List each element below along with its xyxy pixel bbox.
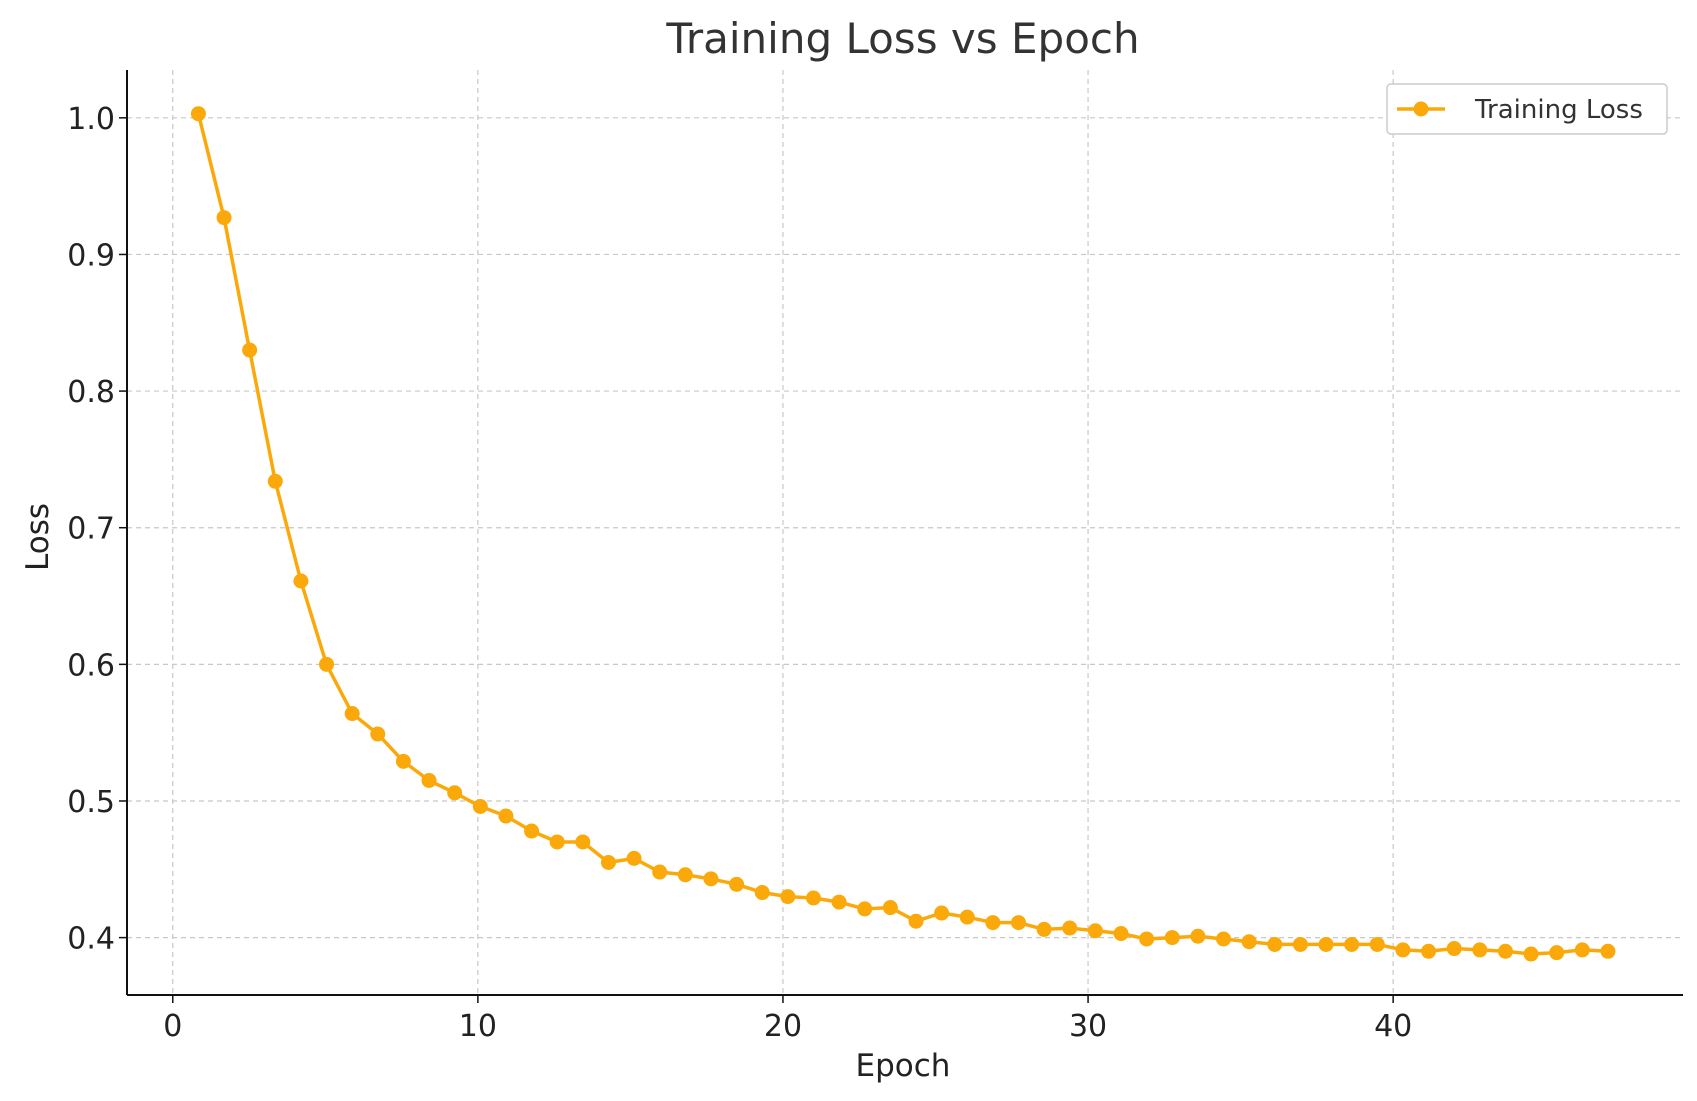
data-point xyxy=(575,834,591,850)
data-point xyxy=(1164,930,1180,946)
data-point xyxy=(908,913,924,929)
data-point xyxy=(1087,923,1103,939)
data-point xyxy=(1036,921,1052,937)
data-point xyxy=(216,210,232,226)
series-training-loss xyxy=(190,106,1616,962)
data-point xyxy=(447,785,463,801)
data-point xyxy=(472,798,488,814)
y-tick-label: 0.5 xyxy=(67,785,115,820)
data-point xyxy=(498,808,514,824)
data-point xyxy=(1010,915,1026,931)
data-point xyxy=(780,889,796,905)
data-point xyxy=(1113,926,1129,942)
data-point xyxy=(1574,942,1590,958)
legend-label: Training Loss xyxy=(1474,95,1643,125)
data-point xyxy=(1549,945,1565,961)
data-point xyxy=(1062,920,1078,936)
legend-box xyxy=(1386,83,1668,135)
legend-marker-icon xyxy=(1413,101,1429,117)
data-point xyxy=(754,885,770,901)
y-tick-label: 0.6 xyxy=(67,648,115,683)
data-point xyxy=(1369,936,1385,952)
data-point xyxy=(985,915,1001,931)
data-point xyxy=(1344,936,1360,952)
data-point xyxy=(1446,941,1462,957)
series-line xyxy=(196,113,1608,956)
data-point xyxy=(857,901,873,917)
data-point xyxy=(1421,943,1437,959)
x-axis-ticks: 0 10 20 30 40 xyxy=(163,995,1412,1044)
data-point xyxy=(319,656,335,672)
y-tick-label: 1.0 xyxy=(67,102,115,137)
y-tick-label: 0.7 xyxy=(67,512,115,547)
y-tick-label: 0.4 xyxy=(67,922,115,957)
data-point xyxy=(959,909,975,925)
data-point xyxy=(882,900,898,916)
data-point xyxy=(267,473,283,489)
grid-lines xyxy=(127,70,1683,995)
data-point xyxy=(370,726,386,742)
data-point xyxy=(549,834,565,850)
x-tick-label: 0 xyxy=(163,1009,182,1044)
data-point xyxy=(190,106,206,122)
data-point xyxy=(1190,928,1206,944)
y-tick-label: 0.8 xyxy=(67,375,115,410)
x-axis-label: Epoch xyxy=(856,1048,951,1084)
data-point xyxy=(421,772,437,788)
data-point xyxy=(1292,936,1308,952)
data-point xyxy=(934,905,950,921)
x-tick-label: 40 xyxy=(1374,1009,1412,1044)
data-point xyxy=(805,890,821,906)
data-point xyxy=(729,876,745,892)
chart-title: Training Loss vs Epoch xyxy=(665,14,1139,63)
y-tick-label: 0.9 xyxy=(67,238,115,273)
data-point xyxy=(293,573,309,589)
y-axis-ticks: 0.4 0.5 0.6 0.7 0.8 0.9 1.0 xyxy=(67,102,127,957)
x-tick-label: 20 xyxy=(764,1009,802,1044)
data-point xyxy=(1472,942,1488,958)
data-point xyxy=(1523,946,1539,962)
data-point xyxy=(395,753,411,769)
data-point xyxy=(652,864,668,880)
data-point xyxy=(1216,931,1232,947)
data-point xyxy=(1139,931,1155,947)
data-point xyxy=(600,854,616,870)
data-point xyxy=(1267,936,1283,952)
x-tick-label: 30 xyxy=(1069,1009,1107,1044)
data-point xyxy=(703,871,719,887)
data-point xyxy=(626,850,642,866)
data-point xyxy=(1600,943,1616,959)
x-tick-label: 10 xyxy=(459,1009,497,1044)
data-point xyxy=(831,894,847,910)
data-point xyxy=(1497,943,1513,959)
data-point xyxy=(344,706,360,722)
data-point xyxy=(242,342,258,358)
legend: Training Loss xyxy=(1386,83,1668,135)
data-point xyxy=(1318,936,1334,952)
y-axis-label: Loss xyxy=(20,503,56,571)
data-point xyxy=(1241,934,1257,950)
data-point xyxy=(677,867,693,883)
data-point xyxy=(524,823,540,839)
data-point xyxy=(1395,942,1411,958)
